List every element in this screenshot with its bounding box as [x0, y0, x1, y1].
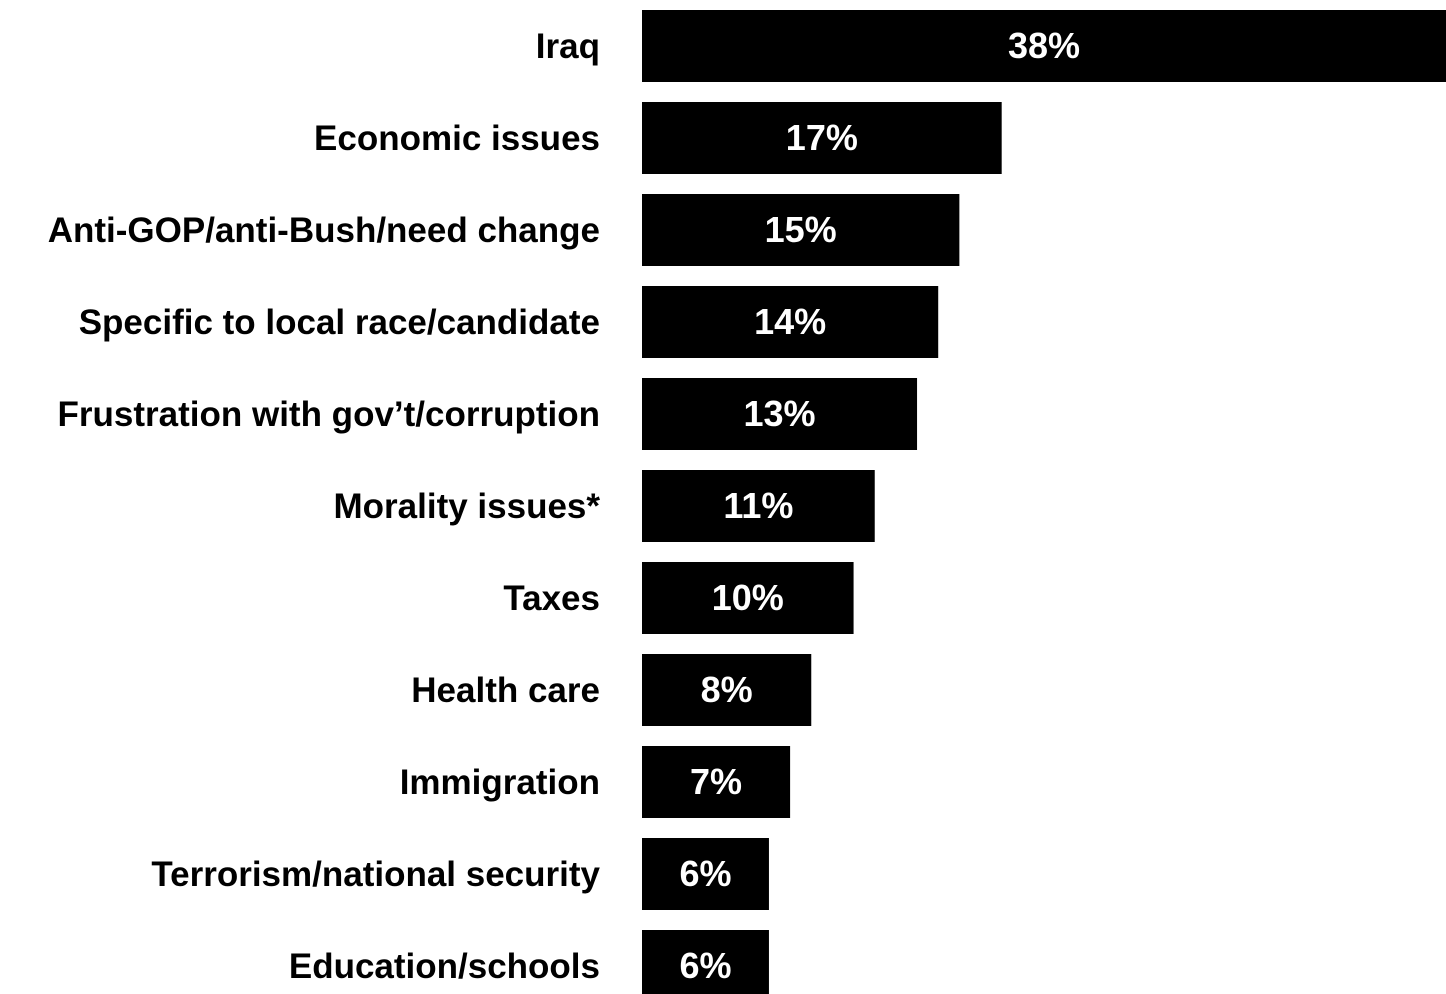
category-label: Morality issues*	[334, 487, 601, 526]
category-label: Immigration	[400, 763, 600, 802]
bar	[642, 654, 812, 726]
category-label: Economic issues	[314, 119, 600, 158]
bar	[642, 286, 939, 358]
bar-value-label: 8%	[701, 669, 753, 710]
bar-value-label: 17%	[786, 117, 858, 158]
category-label: Iraq	[536, 27, 600, 66]
bar-value-label: 13%	[743, 393, 815, 434]
bar	[642, 562, 854, 634]
category-label: Terrorism/national security	[151, 855, 600, 894]
category-label: Education/schools	[289, 947, 600, 986]
bar	[642, 746, 791, 818]
bar	[642, 194, 960, 266]
bar-value-label: 10%	[712, 577, 784, 618]
category-label: Specific to local race/candidate	[79, 303, 600, 342]
bar-value-label: 7%	[690, 761, 742, 802]
category-label: Anti-GOP/anti-Bush/need change	[48, 211, 600, 250]
category-label: Taxes	[503, 579, 600, 618]
bar	[642, 102, 1002, 174]
bar-value-label: 14%	[754, 301, 826, 342]
bar-value-label: 15%	[765, 209, 837, 250]
bar-value-label: 6%	[679, 853, 731, 894]
bar-value-label: 38%	[1008, 25, 1080, 66]
category-labels: Iraq Economic issues Anti-GOP/anti-Bush/ne…	[48, 27, 601, 986]
bar	[642, 930, 769, 994]
bar	[642, 470, 875, 542]
bar	[642, 378, 918, 450]
category-label: Frustration with gov’t/corruption	[58, 395, 600, 434]
value-labels: 38% 17% 15% 14% 13% 11% 10% 8% 7% 6% 6%	[679, 25, 1080, 986]
bars	[642, 10, 1446, 994]
bar-value-label: 6%	[679, 945, 731, 986]
bar	[642, 10, 1446, 82]
category-label: Health care	[411, 671, 600, 710]
bar	[642, 838, 769, 910]
bar-value-label: 11%	[723, 485, 793, 526]
